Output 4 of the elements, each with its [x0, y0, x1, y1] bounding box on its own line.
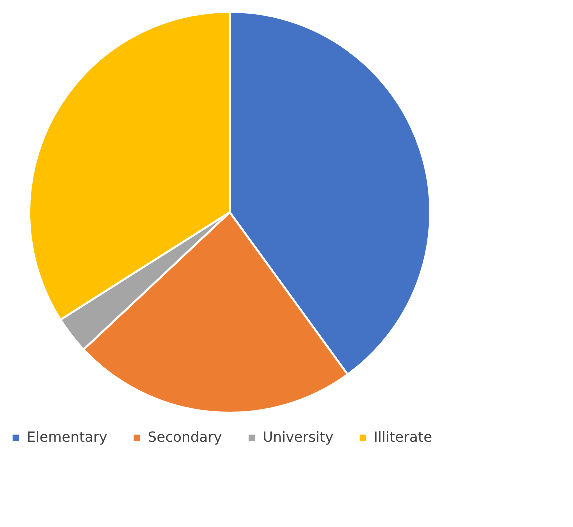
legend-label: Secondary: [148, 430, 222, 446]
legend-label: Elementary: [27, 430, 108, 446]
legend-label: University: [263, 430, 334, 446]
legend-label: Illiterate: [374, 430, 432, 446]
